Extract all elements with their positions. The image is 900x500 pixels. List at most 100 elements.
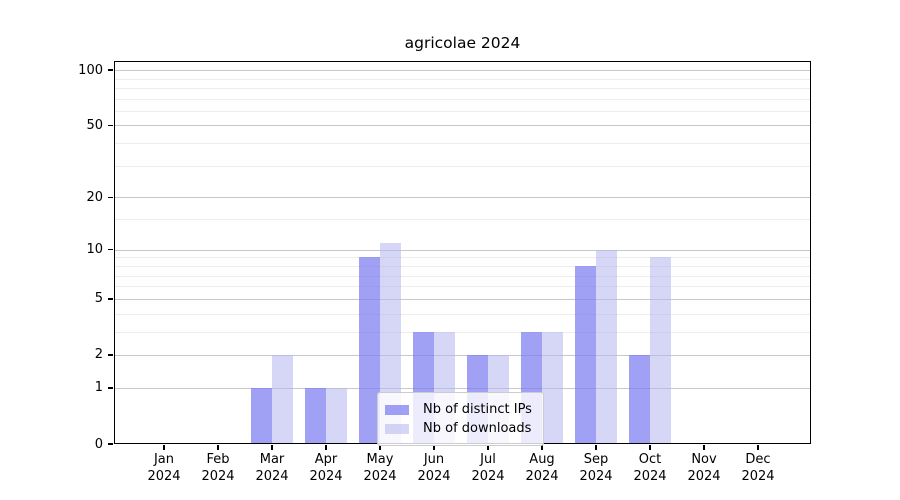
y-tick-mark [108, 298, 113, 300]
x-tick-label: Feb 2024 [186, 452, 250, 485]
x-tick-mark [163, 445, 165, 450]
x-tick-label-month: Jun [423, 452, 445, 467]
bar-downloads [272, 355, 293, 444]
x-tick-label-month: Dec [745, 452, 771, 467]
x-tick-mark [541, 445, 543, 450]
y-tick-mark [108, 196, 113, 199]
y-tick-mark [108, 387, 113, 389]
x-tick-label: Nov 2024 [672, 452, 736, 485]
x-tick-label-year: 2024 [201, 468, 235, 484]
x-tick-label-year: 2024 [687, 468, 721, 484]
x-tick-mark [379, 445, 381, 450]
gridline-major [114, 249, 811, 251]
gridline-minor [114, 257, 811, 259]
gridline-minor [114, 265, 811, 267]
y-tick-label: 2 [94, 347, 103, 363]
gridline-minor [114, 87, 811, 89]
x-tick-label-year: 2024 [579, 468, 613, 484]
x-tick-label: Dec 2024 [726, 452, 790, 485]
y-tick-label: 1 [94, 380, 103, 396]
bar-distinct-ips [575, 266, 596, 444]
gridline-major [114, 70, 811, 72]
x-tick-label: May 2024 [348, 452, 412, 485]
gridline-minor [114, 143, 811, 145]
y-tick-mark [108, 69, 113, 71]
y-tick-label: 50 [86, 117, 103, 133]
x-tick-label-year: 2024 [363, 468, 397, 484]
x-tick-mark [217, 445, 219, 450]
x-tick-label-year: 2024 [417, 468, 451, 484]
gridline-major [114, 354, 811, 356]
y-tick-mark [108, 124, 113, 127]
plot-area [114, 61, 811, 444]
bar-distinct-ips [251, 387, 272, 444]
y-tick-label: 0 [94, 436, 103, 452]
x-tick-label-month: Jul [480, 452, 496, 467]
gridline-minor [114, 331, 811, 333]
x-tick-label-month: Feb [206, 452, 230, 467]
x-tick-label-month: Oct [638, 452, 662, 467]
gridline-major [114, 197, 811, 199]
x-tick-label-year: 2024 [147, 468, 181, 484]
x-tick-label-year: 2024 [633, 468, 667, 484]
gridline-minor [114, 78, 811, 80]
x-tick-label-month: Nov [691, 452, 717, 467]
x-tick-label: Jan 2024 [132, 452, 196, 485]
gridline-minor [114, 110, 811, 112]
y-tick-mark [108, 248, 113, 251]
x-tick-mark [271, 445, 273, 450]
x-tick-label: Sep 2024 [564, 452, 628, 485]
x-tick-label-month: Mar [259, 452, 285, 467]
gridline-major [114, 125, 811, 127]
x-tick-label: Aug 2024 [510, 452, 574, 485]
x-tick-label-year: 2024 [525, 468, 559, 484]
x-tick-mark [757, 445, 759, 450]
legend-entry: Nb of distinct IPs [385, 401, 532, 418]
bar-distinct-ips [305, 387, 326, 444]
gridline-major [114, 387, 811, 389]
gridline-minor [114, 165, 811, 167]
bar-downloads [650, 257, 671, 444]
legend: Nb of distinct IPs Nb of downloads [377, 392, 544, 446]
legend-label: Nb of distinct IPs [423, 402, 532, 417]
gridline-major [114, 298, 811, 300]
gridline-minor [114, 286, 811, 288]
gridline-minor [114, 313, 811, 315]
grid-layer [114, 61, 811, 444]
x-tick-label-month: Apr [314, 452, 338, 467]
x-tick-label-year: 2024 [309, 468, 343, 484]
bar-downloads [326, 387, 347, 444]
bars-layer [114, 61, 811, 444]
bar-distinct-ips [359, 257, 380, 444]
legend-label: Nb of downloads [423, 421, 532, 436]
x-tick-mark [433, 445, 435, 450]
y-tick-label: 5 [94, 291, 103, 307]
x-tick-mark [325, 445, 327, 450]
bar-downloads [542, 331, 563, 444]
legend-entry: Nb of downloads [385, 420, 532, 437]
x-tick-label-year: 2024 [255, 468, 289, 484]
chart-title: agricolae 2024 [404, 34, 521, 52]
x-tick-label: Jun 2024 [402, 452, 466, 485]
y-tick-mark [108, 443, 113, 445]
y-tick-mark [108, 354, 113, 356]
gridline-minor [114, 275, 811, 277]
legend-swatch [385, 404, 409, 415]
y-tick-label: 10 [86, 242, 103, 258]
x-tick-mark [703, 445, 705, 450]
bar-downloads [596, 249, 617, 444]
x-tick-mark [487, 445, 489, 450]
bar-distinct-ips [629, 355, 650, 444]
y-tick-label: 100 [78, 62, 103, 78]
gridline-minor [114, 219, 811, 221]
x-tick-label: Mar 2024 [240, 452, 304, 485]
x-tick-label-year: 2024 [471, 468, 505, 484]
x-tick-label: Oct 2024 [618, 452, 682, 485]
x-tick-label: Apr 2024 [294, 452, 358, 485]
x-tick-label-month: Aug [529, 452, 555, 467]
x-tick-label-year: 2024 [741, 468, 775, 484]
x-tick-mark [595, 445, 597, 450]
x-tick-label-month: Jan [153, 452, 175, 467]
y-tick-label: 20 [86, 189, 103, 205]
